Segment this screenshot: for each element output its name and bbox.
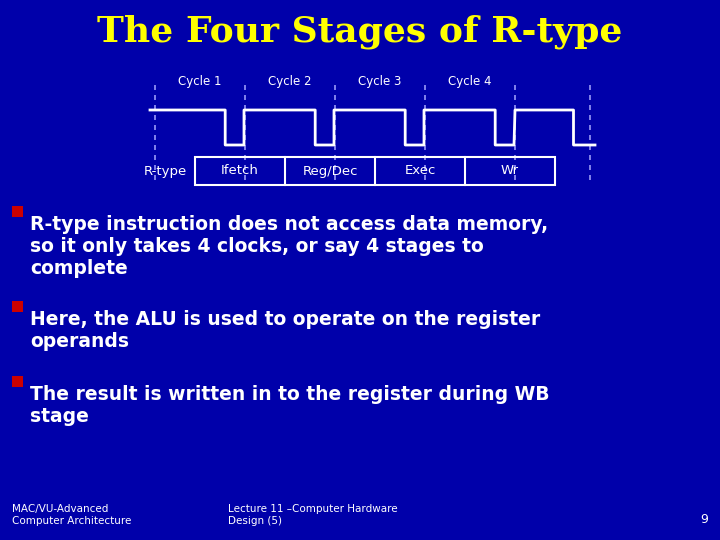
Bar — [12, 301, 23, 312]
Text: Ifetch: Ifetch — [221, 165, 259, 178]
Text: MAC/VU-Advanced
Computer Architecture: MAC/VU-Advanced Computer Architecture — [12, 504, 131, 526]
Text: Cycle 2: Cycle 2 — [269, 75, 312, 88]
Text: R-type: R-type — [144, 165, 187, 178]
Text: Cycle 3: Cycle 3 — [359, 75, 402, 88]
Bar — [195, 157, 555, 185]
Text: complete: complete — [30, 259, 127, 278]
Text: Here, the ALU is used to operate on the register: Here, the ALU is used to operate on the … — [30, 310, 540, 329]
Text: Reg/Dec: Reg/Dec — [302, 165, 358, 178]
Text: stage: stage — [30, 407, 89, 426]
Text: R-type instruction does not access data memory,: R-type instruction does not access data … — [30, 215, 548, 234]
Text: The Four Stages of R-type: The Four Stages of R-type — [97, 15, 623, 49]
Text: Exec: Exec — [405, 165, 436, 178]
Text: operands: operands — [30, 332, 129, 351]
Text: Cycle 1: Cycle 1 — [179, 75, 222, 88]
Text: Wr: Wr — [501, 165, 519, 178]
Text: Lecture 11 –Computer Hardware
Design (5): Lecture 11 –Computer Hardware Design (5) — [228, 504, 397, 526]
Bar — [12, 376, 23, 387]
Text: 9: 9 — [700, 513, 708, 526]
Text: Cycle 4: Cycle 4 — [449, 75, 492, 88]
Text: The result is written in to the register during WB: The result is written in to the register… — [30, 385, 549, 404]
Bar — [12, 206, 23, 217]
Text: so it only takes 4 clocks, or say 4 stages to: so it only takes 4 clocks, or say 4 stag… — [30, 237, 484, 256]
